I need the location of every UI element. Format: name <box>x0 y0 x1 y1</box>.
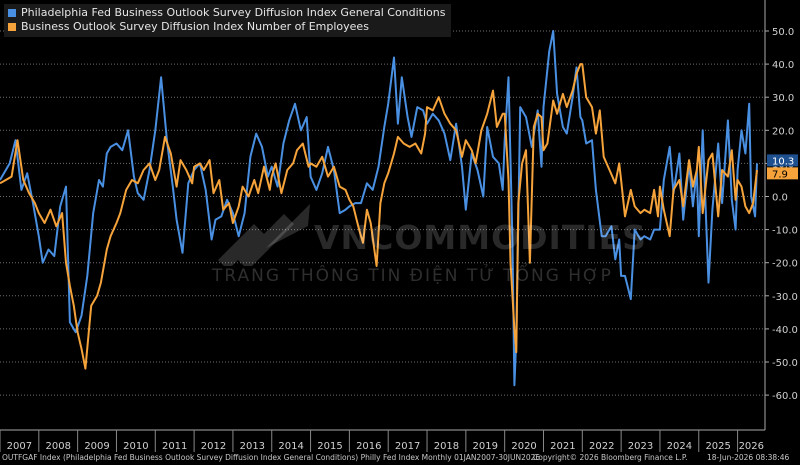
x-year-label: 2023 <box>628 441 653 452</box>
y-tick-label: -30.0 <box>772 292 798 303</box>
legend-label-series1: Philadelphia Fed Business Outlook Survey… <box>21 6 446 19</box>
x-year-label: 2015 <box>317 441 342 452</box>
y-tick-label: -50.0 <box>772 358 798 369</box>
y-axis: 50.040.030.020.010.00.0-10.0-20.0-30.0-4… <box>764 0 798 430</box>
y-tick-label: 50.0 <box>772 27 794 38</box>
x-year-label: 2008 <box>46 441 71 452</box>
series-general-conditions-line <box>0 30 758 387</box>
x-year-label: 2011 <box>162 441 187 452</box>
x-year-label: 2009 <box>84 441 109 452</box>
last-value-label: 10.3 <box>772 156 794 167</box>
x-year-label: 2019 <box>473 441 498 452</box>
legend-item-series1: Philadelphia Fed Business Outlook Survey… <box>8 6 445 20</box>
series-employees-line <box>0 63 758 370</box>
last-value-box <box>767 167 798 180</box>
legend: Philadelphia Fed Business Outlook Survey… <box>4 4 452 37</box>
x-year-label: 2012 <box>201 441 226 452</box>
legend-swatch-orange <box>8 23 16 31</box>
x-year-label: 2007 <box>7 441 32 452</box>
y-tick-label: 40.0 <box>772 60 794 71</box>
y-tick-label: -40.0 <box>772 325 798 336</box>
x-year-label: 2026 <box>739 441 764 452</box>
y-tick-label: 30.0 <box>772 93 794 104</box>
x-year-label: 2025 <box>705 441 730 452</box>
x-year-label: 2014 <box>278 441 303 452</box>
last-value-labels: 10.3 7.9 <box>767 154 798 180</box>
y-tick-label: -20.0 <box>772 259 798 270</box>
y-tick-label: -60.0 <box>772 391 798 402</box>
series-lines <box>0 30 758 387</box>
legend-swatch-blue <box>8 9 16 17</box>
x-year-label: 2016 <box>356 441 381 452</box>
x-year-label: 2022 <box>589 441 614 452</box>
last-value-box <box>767 154 798 167</box>
x-axis: 2007 2008 2009 2010 2011 2012 2013 2014 2015 2016… <box>0 429 765 452</box>
y-tick-label: 0.0 <box>772 193 788 204</box>
x-year-label: 2020 <box>511 441 536 452</box>
footer-copyright: Copyright© 2026 Bloomberg Finance L.P. <box>533 453 688 462</box>
footer-timestamp: 18-Jun-2026 08:38:46 <box>707 453 790 462</box>
y-tick-label: 20.0 <box>772 126 794 137</box>
footer-source: OUTFGAF Index (Philadelphia Fed Business… <box>2 453 541 462</box>
x-year-label: 2013 <box>240 441 265 452</box>
legend-item-series2: Business Outlook Survey Diffusion Index … <box>8 20 445 34</box>
legend-label-series2: Business Outlook Survey Diffusion Index … <box>21 20 369 33</box>
last-value-label: 7.9 <box>772 169 788 180</box>
x-year-label: 2024 <box>667 441 692 452</box>
x-year-label: 2018 <box>434 441 459 452</box>
y-tick-label: -10.0 <box>772 226 798 237</box>
x-year-label: 2010 <box>123 441 148 452</box>
x-year-label: 2021 <box>550 441 575 452</box>
x-year-label: 2017 <box>395 441 420 452</box>
